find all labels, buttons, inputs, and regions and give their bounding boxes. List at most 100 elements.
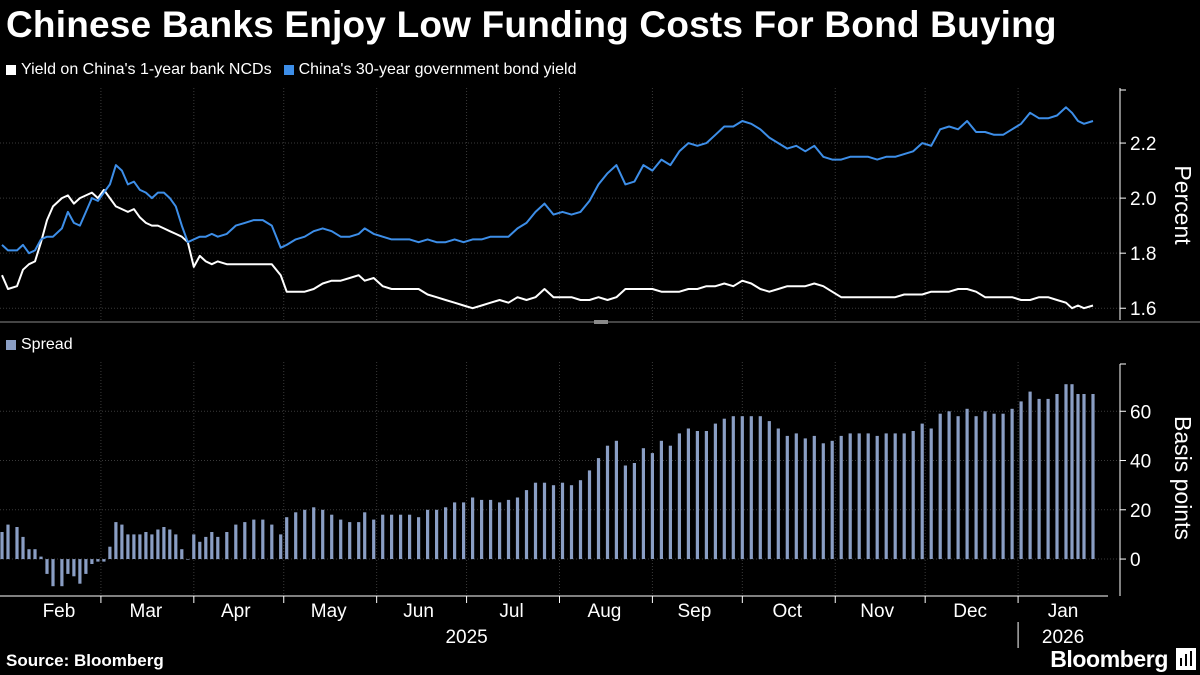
x-month-label-aug: Aug — [588, 601, 622, 622]
chart-title: Chinese Banks Enjoy Low Funding Costs Fo… — [6, 4, 1057, 45]
spread-bar-78 — [596, 458, 601, 560]
spread-bar-45 — [303, 509, 307, 560]
spread-bar-57 — [408, 514, 412, 559]
spread-bar-55 — [390, 514, 394, 559]
spread-bar-13 — [84, 559, 88, 574]
bottom-y-axis-title: Basis points — [1170, 416, 1196, 540]
spread-bar-125 — [1019, 401, 1023, 559]
spread-bar-62 — [453, 502, 457, 560]
top-y-axis: 1.6 1.8 2.0 2.2 Percent — [1119, 88, 1196, 320]
spread-bar-36 — [225, 532, 229, 560]
spread-bar-48 — [330, 514, 334, 559]
spread-bar-119 — [965, 408, 969, 560]
spread-bar-74 — [560, 482, 565, 560]
spread-bar-86 — [668, 445, 672, 559]
spread-bar-134 — [1091, 394, 1095, 559]
spread-bar-106 — [848, 433, 852, 559]
spread-bar-42 — [279, 534, 283, 559]
spread-bar-109 — [875, 435, 879, 560]
spread-bar-90 — [704, 431, 708, 560]
spread-bar-33 — [204, 536, 208, 560]
spread-bar-3 — [21, 536, 25, 560]
panel-resize-handle[interactable] — [594, 320, 608, 324]
bloomberg-logo: Bloomberg — [1050, 646, 1168, 672]
x-year-label-2026: 2026 — [1042, 627, 1084, 648]
spread-bar-75 — [569, 485, 574, 560]
bottom-legend: Spread — [6, 336, 85, 354]
spread-bar-93 — [731, 416, 735, 560]
spread-bar-101 — [803, 438, 807, 560]
top-ytick-label-1: 1.8 — [1130, 244, 1156, 265]
x-month-label-may: May — [311, 601, 347, 622]
spread-bar-87 — [677, 433, 681, 559]
spread-bar-49 — [339, 519, 343, 559]
x-month-label-sep: Sep — [677, 601, 711, 622]
spread-bar-28 — [174, 534, 178, 559]
spread-bar-102 — [812, 435, 816, 560]
spread-bar-77 — [587, 470, 592, 560]
spread-bar-52 — [363, 512, 367, 560]
x-month-label-jan: Jan — [1048, 601, 1079, 622]
spread-bar-39 — [252, 519, 256, 559]
spread-bar-12 — [78, 559, 82, 584]
spread-bar-133 — [1082, 394, 1086, 559]
spread-bar-130 — [1064, 384, 1068, 560]
spread-bar-81 — [623, 465, 627, 560]
spread-bar-25 — [156, 529, 160, 560]
bottom-panel: 0 20 40 60 Basis points — [0, 362, 1196, 596]
spread-bar-98 — [776, 428, 780, 559]
spread-bar-118 — [956, 416, 960, 560]
top-y-axis-title: Percent — [1170, 165, 1196, 245]
legend-swatch-spread — [6, 340, 16, 350]
spread-bar-44 — [294, 512, 298, 560]
spread-bar-15 — [96, 559, 100, 562]
spread-bar-71 — [533, 482, 538, 560]
spread-bar-18 — [114, 522, 118, 559]
spread-bar-73 — [551, 485, 556, 560]
spread-bar-11 — [72, 559, 76, 577]
spread-bar-67 — [498, 502, 502, 560]
spread-bar-0 — [0, 532, 4, 560]
x-month-label-nov: Nov — [860, 601, 894, 622]
spread-bar-112 — [902, 433, 906, 559]
spread-bar-92 — [722, 418, 726, 560]
x-year-label-2025: 2025 — [445, 627, 487, 648]
spread-bar-110 — [884, 433, 888, 559]
spread-bar-108 — [866, 433, 870, 559]
spread-bar-4 — [27, 549, 31, 560]
spread-bar-104 — [830, 440, 834, 559]
legend-label-ncd: Yield on China's 1-year bank NCDs — [21, 61, 272, 78]
spread-bar-126 — [1028, 391, 1032, 560]
spread-bar-22 — [138, 534, 142, 559]
x-month-label-jun: Jun — [403, 601, 434, 622]
spread-bar-100 — [794, 433, 798, 559]
cgb-30y-yield-line — [1, 106, 1094, 255]
spread-bar-89 — [695, 431, 699, 560]
spread-bar-69 — [515, 497, 520, 560]
spread-bar-123 — [1001, 413, 1005, 559]
spread-bar-111 — [893, 433, 897, 559]
spread-bar-129 — [1055, 394, 1059, 559]
spread-bar-19 — [120, 524, 124, 560]
spread-bar-6 — [39, 556, 43, 560]
spread-bar-10 — [66, 559, 70, 574]
x-month-label-oct: Oct — [773, 601, 803, 622]
spread-bar-132 — [1076, 394, 1080, 559]
spread-bar-34 — [210, 532, 214, 560]
top-grid — [0, 88, 1120, 320]
spread-bar-17 — [108, 546, 112, 559]
spread-bar-46 — [312, 507, 316, 559]
x-month-label-dec: Dec — [953, 601, 987, 622]
spread-bar-54 — [381, 514, 385, 559]
top-panel: 1.6 1.8 2.0 2.2 Percent — [0, 88, 1196, 320]
spread-bar-65 — [480, 499, 484, 559]
spread-bar-113 — [911, 431, 915, 560]
spread-bar-114 — [920, 423, 924, 560]
spread-bar-63 — [462, 502, 466, 560]
bottom-ytick-label-1: 20 — [1130, 501, 1151, 522]
spread-bar-30 — [186, 559, 190, 560]
spread-bar-26 — [162, 527, 166, 559]
spread-bar-31 — [192, 534, 196, 559]
x-month-label-mar: Mar — [130, 601, 163, 622]
spread-bar-41 — [270, 524, 274, 560]
